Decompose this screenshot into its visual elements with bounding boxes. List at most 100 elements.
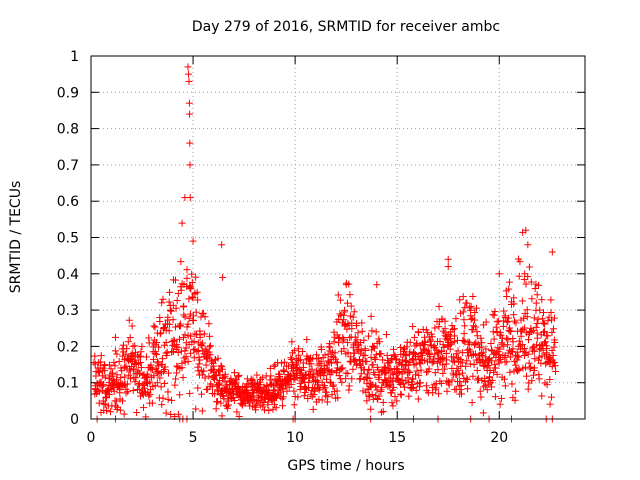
data-point <box>192 405 200 413</box>
data-point <box>338 378 346 386</box>
data-point <box>496 355 504 363</box>
data-point <box>460 330 468 338</box>
data-point <box>504 336 512 344</box>
data-point <box>217 399 225 407</box>
data-point <box>438 348 446 356</box>
y-tick-label: 0 <box>70 412 79 428</box>
data-point <box>431 324 439 332</box>
data-point <box>491 364 499 372</box>
data-point <box>221 378 229 386</box>
data-point <box>295 351 303 359</box>
data-point <box>202 361 210 369</box>
data-point <box>510 311 518 319</box>
data-point <box>321 384 329 392</box>
data-point <box>344 349 352 357</box>
data-point <box>288 338 296 346</box>
data-point <box>470 361 478 369</box>
data-point <box>546 375 554 383</box>
data-point <box>547 393 555 401</box>
axis-ticks: 00.10.20.30.40.50.60.70.80.910 5 10 15 20 <box>57 49 585 446</box>
data-point <box>145 392 153 400</box>
data-point <box>296 385 304 393</box>
data-point <box>534 315 542 323</box>
data-point <box>441 317 449 325</box>
data-point <box>156 374 164 382</box>
data-point <box>415 328 423 336</box>
data-point <box>442 360 450 368</box>
data-point <box>512 387 520 395</box>
data-point <box>97 352 105 360</box>
data-point <box>532 299 540 307</box>
y-tick-label: 0.6 <box>57 194 79 210</box>
data-point <box>491 393 499 401</box>
data-point <box>174 289 182 297</box>
data-point <box>105 390 113 398</box>
data-point <box>454 367 462 375</box>
data-point <box>530 314 538 322</box>
data-point <box>495 359 503 367</box>
data-point <box>548 363 556 371</box>
data-point <box>520 314 528 322</box>
data-point <box>435 390 443 398</box>
data-point <box>459 293 467 301</box>
data-point <box>339 364 347 372</box>
data-point <box>506 353 514 361</box>
data-point <box>444 255 452 263</box>
data-point <box>481 374 489 382</box>
data-point <box>367 405 375 413</box>
data-point <box>448 376 456 384</box>
data-point <box>548 328 556 336</box>
data-point <box>332 358 340 366</box>
data-point <box>459 369 467 377</box>
data-point <box>153 339 161 347</box>
data-point <box>505 285 513 293</box>
data-point <box>471 316 479 324</box>
data-point <box>109 384 117 392</box>
data-point <box>174 410 182 418</box>
data-point <box>342 281 350 289</box>
x-tick-label: 5 <box>189 430 198 446</box>
data-point <box>126 334 134 342</box>
data-point <box>526 365 534 373</box>
data-point <box>186 284 194 292</box>
data-point <box>164 313 172 321</box>
data-point <box>487 383 495 391</box>
data-point <box>527 278 535 286</box>
data-point <box>454 347 462 355</box>
data-point <box>419 325 427 333</box>
data-point <box>425 365 433 373</box>
data-point <box>106 408 114 416</box>
data-point <box>131 378 139 386</box>
data-point <box>420 345 428 353</box>
data-point <box>182 344 190 352</box>
data-point <box>369 361 377 369</box>
data-point <box>406 348 414 356</box>
data-point <box>398 376 406 384</box>
data-point <box>416 383 424 391</box>
data-points <box>90 63 560 423</box>
data-point <box>463 299 471 307</box>
data-point <box>307 360 315 368</box>
data-point <box>439 369 447 377</box>
data-point <box>157 329 165 337</box>
data-point <box>178 359 186 367</box>
data-point <box>440 365 448 373</box>
data-point <box>119 341 127 349</box>
data-point <box>265 407 273 415</box>
data-point <box>358 319 366 327</box>
data-point <box>277 380 285 388</box>
data-point <box>194 296 202 304</box>
data-point <box>146 378 154 386</box>
data-point <box>296 370 304 378</box>
data-point <box>101 401 109 409</box>
data-point <box>162 409 170 417</box>
data-point <box>344 369 352 377</box>
data-point <box>429 389 437 397</box>
data-point <box>150 372 158 380</box>
data-point <box>100 400 108 408</box>
data-point <box>525 263 533 271</box>
data-point <box>490 311 498 319</box>
data-point <box>143 370 151 378</box>
data-point <box>543 381 551 389</box>
data-point <box>514 367 522 375</box>
